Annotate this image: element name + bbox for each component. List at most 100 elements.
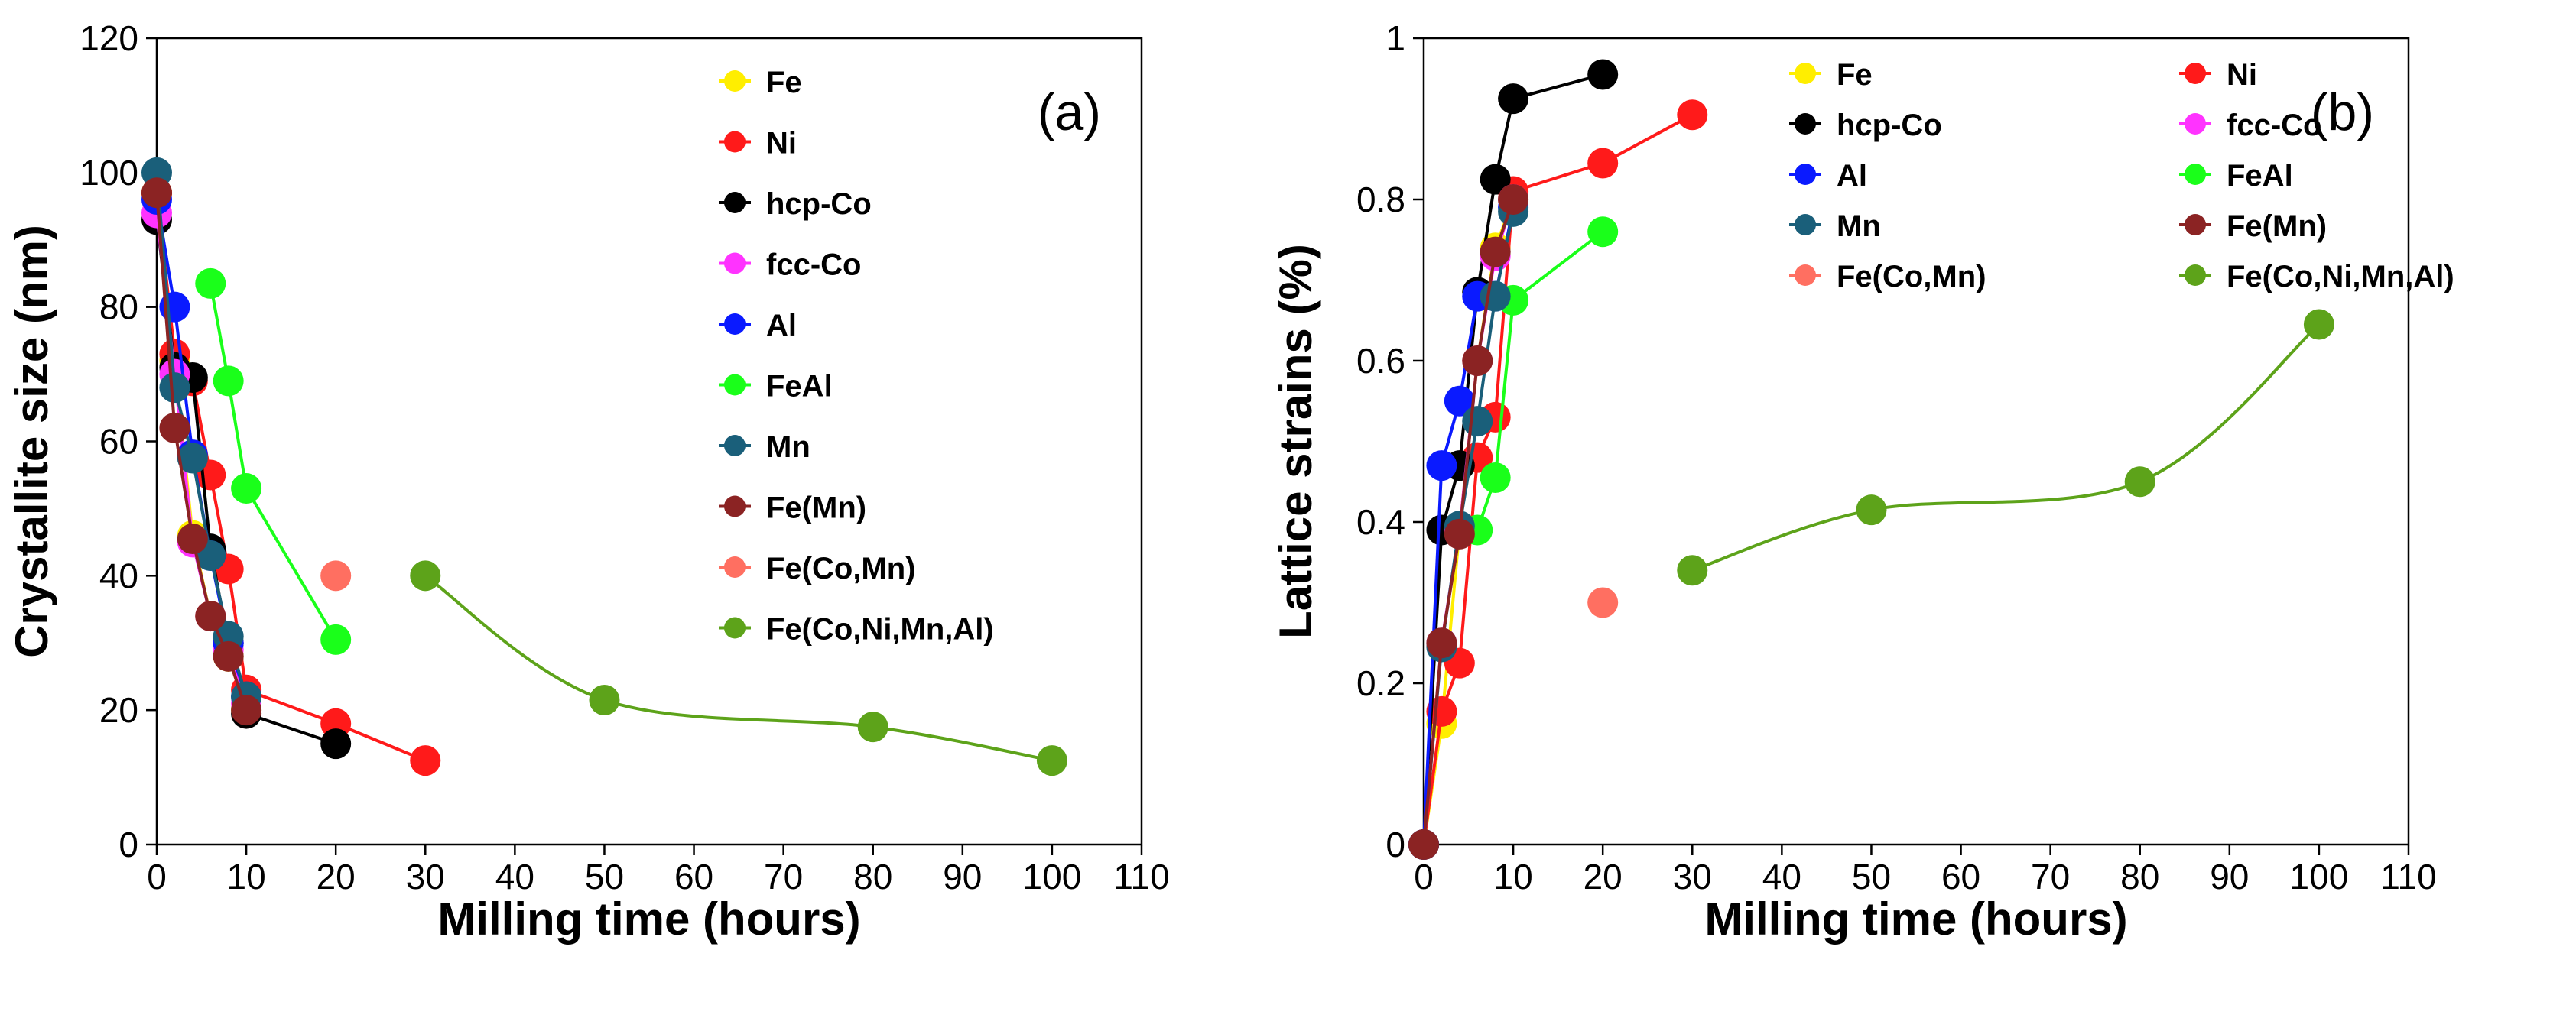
panel-a-x-tick-label: 100 <box>1023 857 1082 896</box>
panel-a-data-point-mn <box>159 372 190 404</box>
panel-a-legend: Fe Ni hcp-Co fcc-Co Al FeAl Mn Fe(Mn) Fe(Co,Mn) F… <box>719 66 994 647</box>
panel-b-legend-swatch-marker <box>2185 63 2206 84</box>
panel-a-legend-item-hcp-co: hcp-Co <box>719 187 872 221</box>
panel-b-data-point-fe-mn <box>1498 184 1529 215</box>
panel-b-x-tick-label: 50 <box>1852 857 1891 896</box>
panel-b-legend-label: Fe <box>1837 58 1873 92</box>
panel-b-x-tick-label: 70 <box>2031 857 2070 896</box>
panel-b-data-point-fe-co-mn <box>1587 587 1619 618</box>
panel-b-y-tick-label: 1 <box>1385 18 1405 58</box>
panel-a-y-tick-label: 0 <box>119 825 138 864</box>
panel-b-data-point-fe-mn <box>1480 236 1511 267</box>
panel-b-data-point-hcp-co <box>1480 164 1511 195</box>
panel-b-legend-swatch-marker <box>2185 264 2206 286</box>
panel-a-legend-label: Fe <box>766 66 802 99</box>
panel-a-series-fe-co-ni-mn-al <box>410 560 1067 776</box>
panel-a-legend-label: Fe(Co,Mn) <box>766 552 916 585</box>
panel-b-legend-item-fcc-co: fcc-Co <box>2179 109 2321 142</box>
panel-b-x-tick-label: 40 <box>1762 857 1801 896</box>
panel-a-data-point-feal <box>195 267 226 299</box>
panel-b-data-point-fe-co-ni-mn-al <box>1677 555 1708 586</box>
panel-a-y-tick-label: 40 <box>99 556 138 595</box>
panel-a-x-tick-label: 50 <box>585 857 624 896</box>
panel-a-legend-label: Mn <box>766 430 810 464</box>
panel-a-x-tick-label: 20 <box>317 857 356 896</box>
panel-b-legend-swatch-marker <box>1795 264 1816 286</box>
panel-a-legend-label: hcp-Co <box>766 187 872 221</box>
panel-a-x-tick-label: 110 <box>1113 857 1169 896</box>
panel-b-data-point-fe-mn <box>1462 345 1493 376</box>
panel-b-x-tick-label: 20 <box>1584 857 1623 896</box>
panel-a-legend-swatch-marker <box>724 435 746 456</box>
panel-a-data-point-mn <box>177 443 208 474</box>
panel-a-legend-label: FeAl <box>766 370 833 404</box>
panel-b-series-fe-co-ni-mn-al <box>1677 309 2334 586</box>
panel-a-plot-frame <box>155 37 1143 846</box>
panel-b-legend-item-fe-mn: Fe(Mn) <box>2179 209 2327 243</box>
panel-b-legend-swatch-marker <box>1795 164 1816 185</box>
panel-b-data-point-fe-co-ni-mn-al <box>2124 466 2155 498</box>
panel-a-legend-swatch-marker <box>724 131 746 153</box>
panel-b-panel-label: (b) <box>2311 83 2374 141</box>
panel-a-data-point-feal <box>231 473 262 504</box>
panel-a-legend-swatch-marker <box>724 313 746 335</box>
panel-b-legend-item-al: Al <box>1789 159 1867 193</box>
panel-b-legend-label: Mn <box>1837 209 1881 243</box>
panel-a-data-point-fe-mn <box>231 695 262 726</box>
panel-b-data-point-mn <box>1480 280 1511 312</box>
panel-a-series-fe-mn <box>141 177 262 726</box>
panel-a-series-line-fe-co-ni-mn-al <box>424 574 1053 763</box>
panel-b-x-tick-label: 90 <box>2210 857 2249 896</box>
panel-b-y-tick-label: 0.2 <box>1356 663 1405 703</box>
panel-b-data-point-mn <box>1462 406 1493 437</box>
panel-b-legend-label: Ni <box>2227 58 2257 92</box>
panel-a-legend-label: Fe(Co,Ni,Mn,Al) <box>766 613 994 647</box>
panel-b-data-point-ni <box>1587 148 1619 179</box>
panel-a-legend-item-fe: Fe <box>719 66 802 99</box>
panel-b-data-point-hcp-co <box>1587 59 1619 90</box>
panel-a-data-point-fe-mn <box>213 640 244 672</box>
panel-a-x-tick-label: 30 <box>406 857 445 896</box>
panel-a-legend-item-mn: Mn <box>719 430 810 464</box>
panel-b-y-axis-title: Lattice strains (%) <box>1270 244 1321 639</box>
panel-a-y-tick-label: 100 <box>80 153 138 193</box>
panel-b-x-tick-label: 100 <box>2290 857 2349 896</box>
panel-a-x-tick-label: 80 <box>853 857 892 896</box>
panel-a-x-tick-label: 70 <box>764 857 803 896</box>
panel-b-legend-item-ni: Ni <box>2179 58 2257 92</box>
panel-a-data-point-feal <box>320 624 352 655</box>
panel-a-legend-swatch-marker <box>724 192 746 213</box>
panel-a-data-point-hcp-co <box>320 728 352 760</box>
panel-a-legend-swatch-marker <box>724 70 746 92</box>
panel-a-crystallite-size-chart: 0 10 20 30 40 50 60 70 80 90 100 110 0 20 40 60 80 100 120… <box>6 18 1170 945</box>
panel-b-series-ni <box>1408 99 1708 860</box>
panel-a-legend-item-feal: FeAl <box>719 370 833 404</box>
panel-b-legend: Fe Ni hcp-Co fcc-Co Al FeAl Mn Fe(Mn) Fe(Co,Mn) F… <box>1789 58 2454 293</box>
panel-b-x-tick-label: 80 <box>2120 857 2159 896</box>
panel-b-legend-item-feal: FeAl <box>2179 159 2293 193</box>
panel-b-data-point-hcp-co <box>1498 83 1529 115</box>
panel-b-legend-swatch-marker <box>2185 214 2206 235</box>
panel-a-panel-label: (a) <box>1038 83 1101 141</box>
panel-b-legend-swatch-marker <box>2185 164 2206 185</box>
panel-b-data-point-feal <box>1480 462 1511 493</box>
panel-a-data-point-feal <box>213 365 244 397</box>
panel-b-lattice-strains-chart: 0 10 20 30 40 50 60 70 80 90 100 110 0 0.2 0.4 0.6 0.8 1 M… <box>1270 18 2454 945</box>
panel-b-legend-item-fe-co-ni-mn-al: Fe(Co,Ni,Mn,Al) <box>2179 260 2454 293</box>
panel-a-y-tick-label: 120 <box>80 18 138 58</box>
panel-b-series-line-fe-co-ni-mn-al <box>1691 323 2321 572</box>
panel-b-y-tick-label: 0.4 <box>1356 502 1405 542</box>
panel-b-data-point-al <box>1444 385 1475 417</box>
panel-a-legend-swatch-marker <box>724 617 746 639</box>
panel-b-x-tick-label: 10 <box>1494 857 1533 896</box>
panel-a-data-point-fe-co-ni-mn-al <box>589 684 620 715</box>
panel-a-data-point-fe-co-ni-mn-al <box>857 712 888 743</box>
panel-b-x-tick-label: 60 <box>1941 857 1980 896</box>
panel-a-legend-swatch-marker <box>724 495 746 517</box>
panel-b-legend-label: FeAl <box>2227 159 2293 193</box>
panel-b-plot-frame <box>1422 37 2410 846</box>
panel-a-data-point-fe-mn <box>141 177 172 209</box>
panel-b-legend-label: Fe(Mn) <box>2227 209 2327 243</box>
panel-a-legend-swatch-marker <box>724 252 746 274</box>
